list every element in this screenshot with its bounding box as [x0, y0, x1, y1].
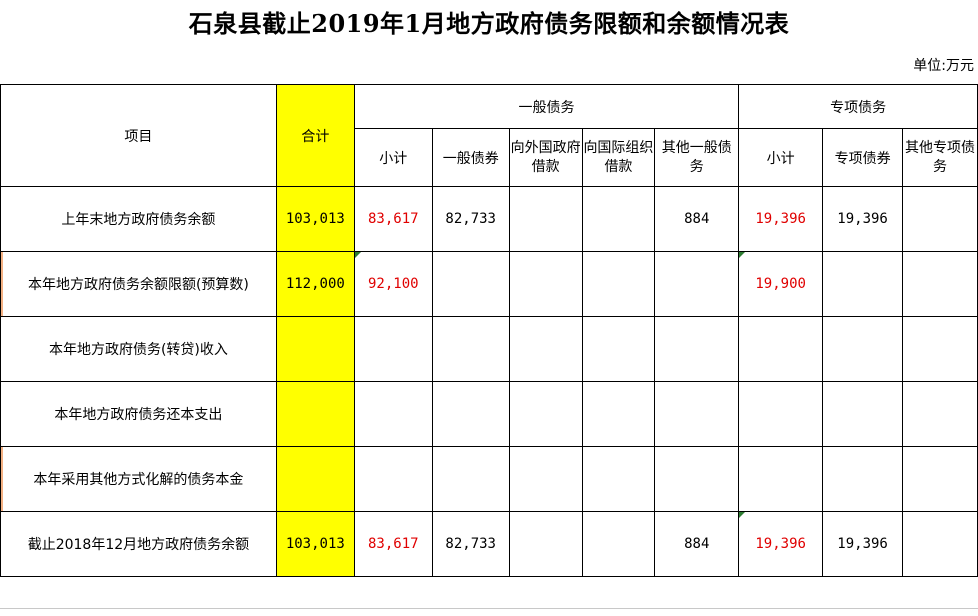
- cell-foreign-gov-loans[interactable]: [508, 381, 583, 447]
- comment-marker: [355, 252, 361, 258]
- header-special-subtotal[interactable]: 小计: [738, 128, 824, 187]
- cell-general-bonds[interactable]: [431, 381, 510, 447]
- cell-special-subtotal[interactable]: 19,396: [738, 186, 824, 252]
- cell-special-subtotal[interactable]: 19,396: [738, 511, 824, 577]
- cell-other-special[interactable]: [902, 316, 978, 382]
- header-total[interactable]: 合计: [275, 84, 355, 187]
- cell-general-subtotal[interactable]: 83,617: [353, 511, 433, 577]
- cell-total[interactable]: 103,013: [275, 511, 355, 577]
- comment-marker: [739, 252, 746, 258]
- cell-other-special[interactable]: [902, 446, 978, 512]
- cell-special-bonds[interactable]: [822, 381, 904, 447]
- table-row: 本年地方政府债务余额限额(预算数) 112,000 92,100 19,900: [0, 251, 978, 317]
- cell-total[interactable]: 103,013: [275, 186, 355, 252]
- header-other-general[interactable]: 其他一般债务: [654, 128, 740, 187]
- table-row: 本年地方政府债务还本支出: [0, 381, 978, 447]
- row-label[interactable]: 本年采用其他方式化解的债务本金: [0, 446, 277, 512]
- row-marker: [1, 447, 3, 511]
- row-label[interactable]: 本年地方政府债务(转贷)收入: [0, 316, 277, 382]
- cell-foreign-gov-loans[interactable]: [508, 186, 583, 252]
- cell-intl-org-loans[interactable]: [581, 511, 656, 577]
- cell-general-subtotal[interactable]: 92,100: [353, 251, 433, 317]
- cell-special-subtotal[interactable]: [738, 316, 824, 382]
- cell-general-subtotal[interactable]: 83,617: [353, 186, 433, 252]
- cell-value: 19,900: [755, 276, 806, 292]
- row-marker: [1, 252, 3, 316]
- cell-other-special[interactable]: [902, 186, 978, 252]
- row-label[interactable]: 本年地方政府债务还本支出: [0, 381, 277, 447]
- cell-special-bonds[interactable]: [822, 446, 904, 512]
- header-other-special[interactable]: 其他专项债务: [902, 128, 978, 187]
- cell-other-special[interactable]: [902, 381, 978, 447]
- cell-total[interactable]: 112,000: [275, 251, 355, 317]
- cell-total[interactable]: [275, 316, 355, 382]
- cell-special-subtotal[interactable]: [738, 381, 824, 447]
- cell-special-bonds[interactable]: 19,396: [822, 511, 904, 577]
- header-intl-org-loans[interactable]: 向国际组织借款: [581, 128, 656, 187]
- cell-general-bonds[interactable]: [431, 316, 510, 382]
- cell-intl-org-loans[interactable]: [581, 186, 656, 252]
- cell-general-subtotal[interactable]: [353, 381, 433, 447]
- header-foreign-gov-loans[interactable]: 向外国政府借款: [508, 128, 583, 187]
- cell-general-subtotal[interactable]: [353, 316, 433, 382]
- cell-other-special[interactable]: [902, 251, 978, 317]
- cell-other-general[interactable]: [654, 381, 740, 447]
- row-label[interactable]: 上年末地方政府债务余额: [0, 186, 277, 252]
- grid-divider: [0, 608, 978, 609]
- header-item[interactable]: 项目: [0, 84, 277, 187]
- cell-general-subtotal[interactable]: [353, 446, 433, 512]
- row-label[interactable]: 本年地方政府债务余额限额(预算数): [0, 251, 277, 317]
- cell-foreign-gov-loans[interactable]: [508, 251, 583, 317]
- header-special-bonds[interactable]: 专项债券: [822, 128, 904, 187]
- cell-general-bonds[interactable]: [431, 251, 510, 317]
- row-label[interactable]: 截止2018年12月地方政府债务余额: [0, 511, 277, 577]
- header-general-subtotal[interactable]: 小计: [353, 128, 433, 187]
- table-row: 截止2018年12月地方政府债务余额 103,013 83,617 82,733…: [0, 511, 978, 577]
- cell-other-special[interactable]: [902, 511, 978, 577]
- cell-special-bonds[interactable]: 19,396: [822, 186, 904, 252]
- header-general-group[interactable]: 一般债务: [353, 84, 740, 129]
- cell-foreign-gov-loans[interactable]: [508, 446, 583, 512]
- cell-other-general[interactable]: [654, 446, 740, 512]
- cell-other-general[interactable]: 884: [654, 186, 740, 252]
- cell-intl-org-loans[interactable]: [581, 381, 656, 447]
- table-row: 上年末地方政府债务余额 103,013 83,617 82,733 884 19…: [0, 186, 978, 252]
- header-general-bonds[interactable]: 一般债券: [431, 128, 510, 187]
- unit-label: 单位:万元: [913, 58, 974, 74]
- cell-special-bonds[interactable]: [822, 251, 904, 317]
- comment-marker: [739, 512, 746, 518]
- cell-special-bonds[interactable]: [822, 316, 904, 382]
- cell-value: 19,396: [755, 536, 806, 552]
- cell-intl-org-loans[interactable]: [581, 251, 656, 317]
- cell-other-general[interactable]: 884: [654, 511, 740, 577]
- table-row: 本年地方政府债务(转贷)收入: [0, 316, 978, 382]
- debt-table: 项目 合计 一般债务 专项债务 小计 一般债券 向外国政府借款 向国际组织借款 …: [0, 84, 978, 577]
- row-label-text: 本年地方政府债务余额限额(预算数): [27, 277, 249, 293]
- table-row: 本年采用其他方式化解的债务本金: [0, 446, 978, 512]
- cell-general-bonds[interactable]: [431, 446, 510, 512]
- cell-foreign-gov-loans[interactable]: [508, 316, 583, 382]
- cell-foreign-gov-loans[interactable]: [508, 511, 583, 577]
- header-special-group[interactable]: 专项债务: [738, 84, 978, 129]
- row-label-text: 本年采用其他方式化解的债务本金: [33, 472, 244, 488]
- table-title: 石泉县截止2019年1月地方政府债务限额和余额情况表: [188, 9, 790, 38]
- cell-total[interactable]: [275, 381, 355, 447]
- cell-special-subtotal[interactable]: 19,900: [738, 251, 824, 317]
- cell-intl-org-loans[interactable]: [581, 316, 656, 382]
- cell-value: 92,100: [367, 276, 419, 292]
- cell-total[interactable]: [275, 446, 355, 512]
- cell-general-bonds[interactable]: 82,733: [431, 511, 510, 577]
- cell-other-general[interactable]: [654, 316, 740, 382]
- cell-intl-org-loans[interactable]: [581, 446, 656, 512]
- cell-special-subtotal[interactable]: [738, 446, 824, 512]
- cell-general-bonds[interactable]: 82,733: [431, 186, 510, 252]
- cell-other-general[interactable]: [654, 251, 740, 317]
